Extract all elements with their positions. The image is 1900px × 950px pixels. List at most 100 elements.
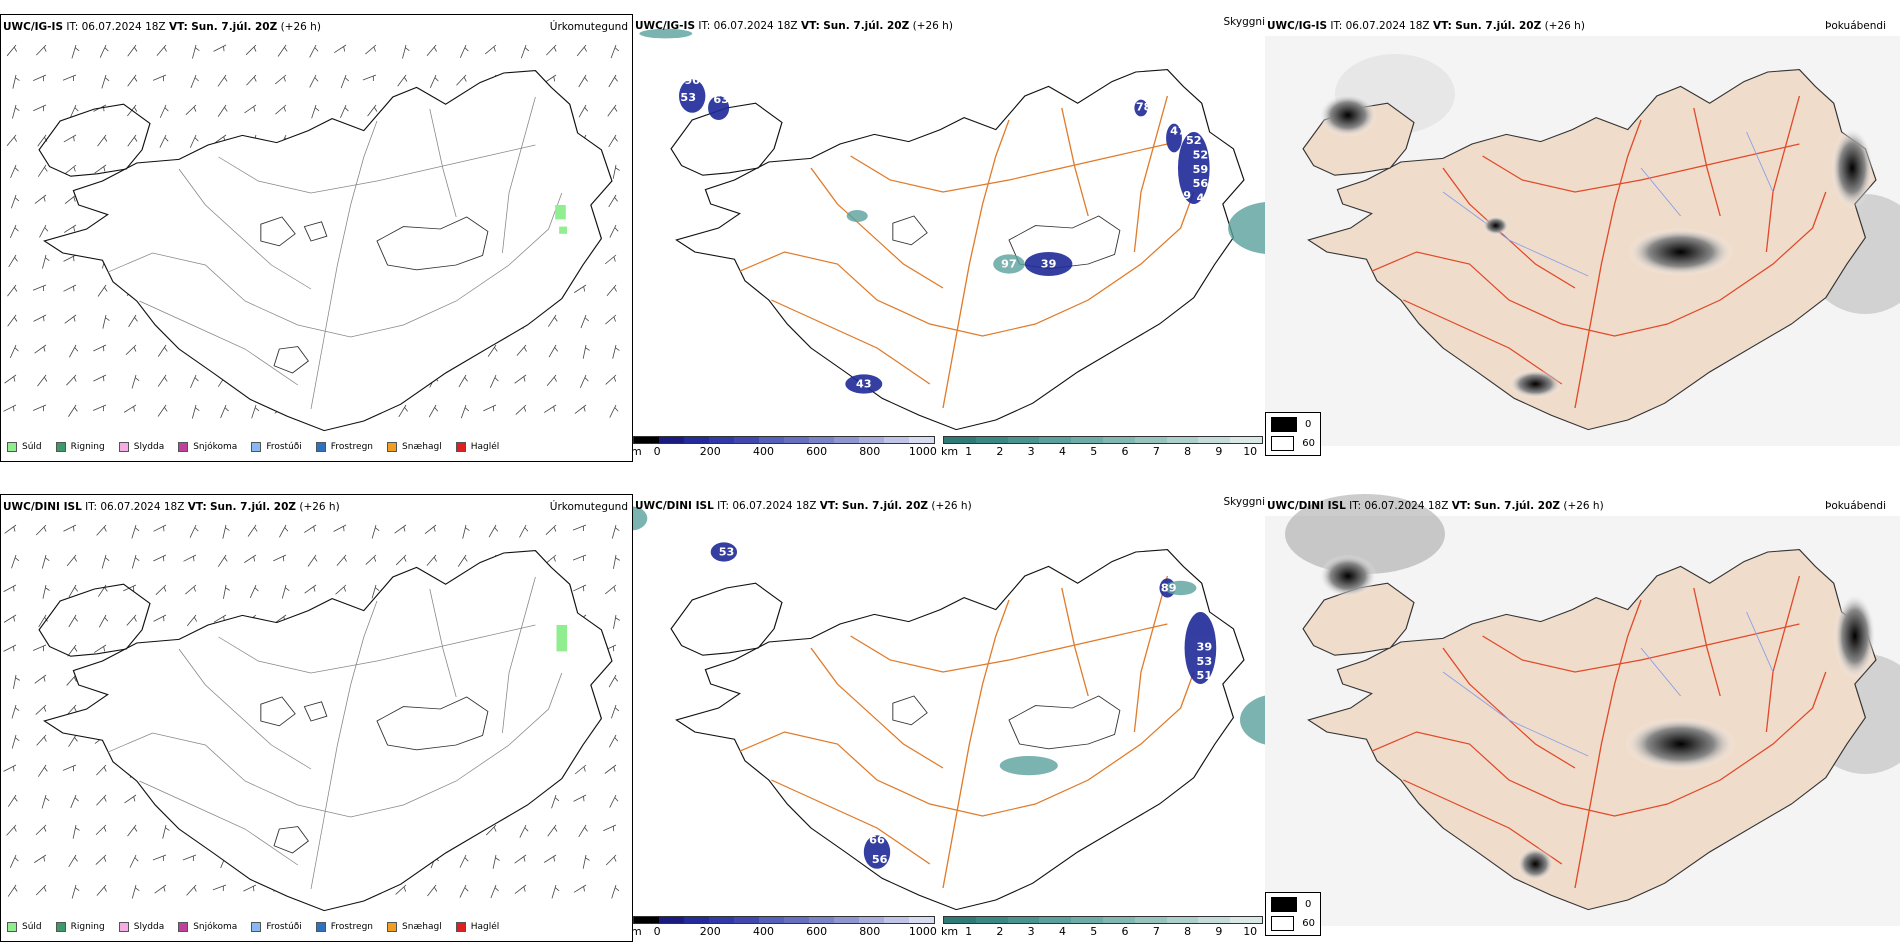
- wind-barb: [128, 314, 138, 328]
- colorbar-cell: [944, 437, 976, 443]
- wind-barb: [519, 524, 529, 538]
- wind-barb: [367, 104, 378, 117]
- legend-item: Slydda: [118, 922, 164, 932]
- wind-barb: [460, 404, 470, 419]
- colorbar-tick: 4: [1058, 445, 1066, 458]
- wind-barb: [157, 374, 168, 387]
- wind-barb: [71, 44, 80, 59]
- wind-barb: [6, 824, 17, 836]
- wind-barb: [281, 584, 290, 599]
- fog-map-bottom: [1265, 494, 1900, 926]
- wind-barb: [97, 134, 108, 147]
- colorbar-cell: [1102, 437, 1135, 443]
- fog-panel-bottom: UWC/DINI ISL IT: 06.07.2024 18Z VT: Sun.…: [1265, 494, 1900, 942]
- wind-barb: [98, 614, 109, 628]
- visibility-map-top: 90 53 63 52 47 78 52 59 56 39 44 97 39 1…: [639, 28, 1265, 431]
- colorbar-cell: [1039, 917, 1072, 923]
- colorbar-cell: [909, 917, 934, 923]
- map-label: 56: [872, 853, 888, 865]
- wind-barb: [611, 704, 620, 719]
- wind-barb: [34, 854, 47, 863]
- wind-barb: [547, 824, 558, 837]
- legend-item: Frostregn: [315, 442, 373, 452]
- wind-barb: [93, 374, 107, 382]
- wind-barb: [605, 374, 617, 385]
- wind-barb: [186, 884, 197, 896]
- wind-barb: [69, 344, 79, 358]
- wind-barb: [277, 44, 288, 57]
- wind-barb: [612, 344, 620, 359]
- wind-barb: [127, 74, 138, 87]
- wind-barb: [217, 554, 228, 567]
- wind-barb: [213, 44, 227, 52]
- wind-barb: [123, 404, 137, 413]
- visibility-map-bottom: 53 89 39 53 51 66 56: [633, 506, 1265, 911]
- wind-barb: [578, 74, 588, 88]
- wind-barb: [456, 74, 467, 86]
- wind-barb: [154, 884, 167, 894]
- precip-panel-top: UWC/IG-IS IT: 06.07.2024 18Z VT: Sun. 7.…: [0, 14, 633, 462]
- colorbar-cell: [809, 917, 834, 923]
- colorbar-tick: 800: [859, 445, 881, 458]
- colorbar-cell: [1071, 437, 1103, 443]
- wind-barb: [185, 104, 197, 115]
- colorbar-ticks: 1 2 3 4 5 6 7 8 9 10: [943, 444, 1263, 458]
- wind-barb: [7, 794, 18, 807]
- colorbar-cell: [1134, 917, 1167, 923]
- wind-barb: [247, 524, 258, 537]
- wind-barb: [35, 524, 47, 536]
- wind-barb: [429, 74, 439, 88]
- wind-barb: [582, 854, 590, 869]
- map-label: 59: [1193, 163, 1209, 175]
- wind-barb: [608, 734, 619, 748]
- panel-title-visibility-top: Skyggni: [1223, 16, 1266, 28]
- map-label: 53: [719, 546, 735, 558]
- wind-barb: [212, 884, 227, 891]
- legend-swatch: [7, 442, 17, 452]
- drizzle-patch: [555, 205, 566, 220]
- wind-barb: [96, 764, 107, 776]
- colorbar-cell: [659, 437, 684, 443]
- wind-barb: [96, 884, 107, 896]
- wind-barb: [32, 404, 47, 412]
- wind-barb: [125, 344, 137, 356]
- wind-barb: [67, 644, 78, 657]
- wind-barb: [217, 104, 228, 117]
- wind-barb: [551, 884, 560, 899]
- wind-barb: [273, 554, 287, 562]
- colorbar-ticks: 1 2 3 4 5 6 7 8 9 10: [943, 924, 1263, 938]
- wind-barb: [11, 194, 20, 209]
- wind-barb: [37, 374, 48, 387]
- wind-barb: [428, 404, 439, 418]
- colorbar-tick: 600: [806, 925, 828, 938]
- wind-barb: [573, 884, 587, 893]
- wind-barb: [311, 104, 320, 119]
- wind-barb: [606, 284, 617, 296]
- legend-swatch: [118, 922, 129, 932]
- wind-barb: [35, 884, 47, 896]
- wind-barb: [222, 524, 230, 539]
- wind-barb: [488, 524, 499, 538]
- wind-barb: [340, 104, 349, 119]
- colorbar-tick: 400: [752, 445, 774, 458]
- colorbar-cell: [784, 437, 809, 443]
- wind-barb: [96, 524, 107, 536]
- wind-barb: [63, 284, 77, 292]
- map-label: 97: [1001, 258, 1017, 270]
- wind-barb: [153, 524, 167, 532]
- wind-barb: [192, 44, 200, 59]
- wind-barb: [545, 524, 557, 535]
- colorbar-tick: 2: [996, 445, 1004, 458]
- wind-barb: [13, 674, 20, 689]
- wind-barb: [159, 104, 169, 118]
- wind-barb: [605, 314, 617, 325]
- visibility-colorbar-top: 1 2 3 4 5 6 7 8 9 10 km: [941, 436, 1263, 458]
- panel-title-fog-bottom: Þokuábendi: [1825, 500, 1886, 512]
- map-label: 52: [1186, 134, 1202, 146]
- legend-swatch: [251, 442, 262, 452]
- fog-legend-bottom: 0 60: [1265, 892, 1321, 936]
- legend-item: Snæhagl: [387, 922, 442, 932]
- wind-barb: [608, 674, 619, 688]
- wind-barb: [244, 554, 257, 563]
- wind-barb: [124, 794, 137, 804]
